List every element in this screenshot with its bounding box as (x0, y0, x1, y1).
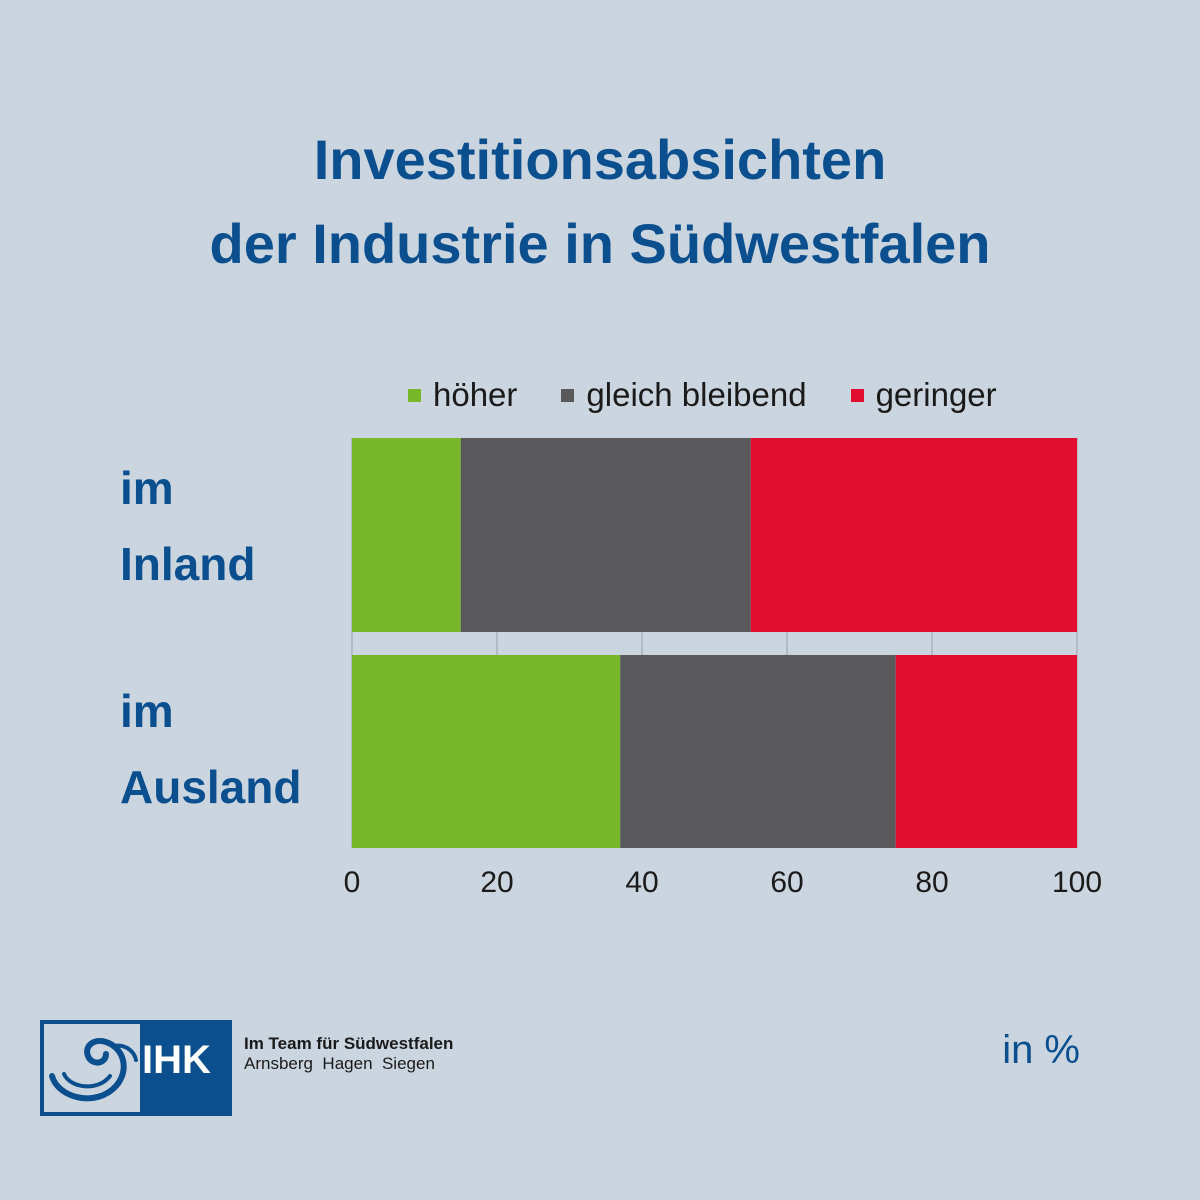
bar-ausland-series-2 (895, 655, 1077, 848)
legend-label-hoeher: höher (433, 376, 518, 413)
x-tick-label-40: 40 (625, 866, 658, 899)
legend-item-geringer: geringer (850, 376, 997, 414)
bar-inland-series-0 (352, 438, 461, 632)
chart-title: Investitionsabsichten der Industrie in S… (0, 118, 1200, 286)
legend-item-hoeher: höher (408, 376, 517, 414)
category-label-inland-line1: im (120, 462, 174, 514)
legend: höher gleich bleibend geringer (408, 376, 997, 414)
bar-inland-series-1 (460, 438, 751, 632)
bar-inland-series-2 (750, 438, 1077, 632)
bar-ausland-series-0 (352, 655, 621, 848)
x-tick-label-60: 60 (770, 866, 803, 899)
category-label-ausland: im Ausland (120, 673, 301, 825)
organization-info: Im Team für Südwestfalen Arnsberg Hagen … (244, 1034, 453, 1074)
organization-locations: Arnsberg Hagen Siegen (244, 1054, 435, 1073)
x-tick-label-0: 0 (344, 866, 361, 899)
category-label-ausland-line2: Ausland (120, 761, 302, 813)
title-line-1: Investitionsabsichten (313, 128, 887, 191)
ihk-logo-mark (44, 1024, 140, 1112)
category-label-ausland-line1: im (120, 685, 174, 737)
legend-swatch-hoeher (408, 388, 421, 402)
category-label-inland: im Inland (120, 450, 255, 602)
legend-swatch-gleich-bleibend (561, 388, 575, 402)
ihk-logo-text: IHK (142, 1038, 211, 1082)
x-tick-label-80: 80 (915, 866, 948, 899)
legend-swatch-geringer (850, 388, 864, 402)
ihk-logo: IHK (40, 1020, 232, 1116)
legend-label-gleich-bleibend: gleich bleibend (586, 376, 807, 413)
legend-label-geringer: geringer (875, 376, 997, 413)
x-tick-label-100: 100 (1052, 866, 1102, 899)
unit-label: in % (1002, 1028, 1080, 1072)
category-label-inland-line2: Inland (120, 538, 256, 590)
x-tick-label-20: 20 (480, 866, 513, 899)
organization-tagline: Im Team für Südwestfalen (244, 1034, 454, 1053)
legend-item-gleich-bleibend: gleich bleibend (561, 376, 807, 414)
title-line-2: der Industrie in Südwestfalen (209, 212, 991, 275)
bar-ausland-series-1 (620, 655, 896, 848)
